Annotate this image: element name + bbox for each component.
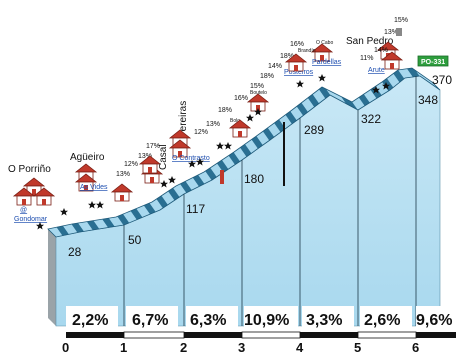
km-label-2: 2 bbox=[180, 340, 187, 354]
profile-face bbox=[55, 75, 441, 327]
ramp-label-12: 18% bbox=[280, 53, 294, 60]
elevation-2: 117 bbox=[186, 202, 205, 216]
elevation-1: 50 bbox=[128, 233, 142, 247]
ramp-label-9: 15% bbox=[250, 83, 264, 90]
km-label-1: 1 bbox=[120, 340, 127, 354]
grade-km1: 2,2% bbox=[72, 312, 108, 329]
km-dividers bbox=[123, 76, 417, 326]
road-sign-label: PO-331 bbox=[421, 59, 445, 66]
place-posteiros[interactable]: Posteiros bbox=[284, 69, 314, 76]
grade-km5: 3,3% bbox=[306, 312, 342, 329]
road-sign-po331: PO-331 bbox=[417, 55, 449, 67]
grade-km6: 2,6% bbox=[364, 312, 400, 329]
ramp-label-16: 13% bbox=[384, 29, 398, 36]
village-agueiro: Agüeiro bbox=[70, 152, 105, 192]
village-san-pedro: San Pedro 11% 14% 13% 15% bbox=[346, 17, 408, 70]
elevation-3: 180 bbox=[244, 172, 264, 186]
elevation-summit: 370 bbox=[432, 73, 452, 87]
gondomar-marker: @ bbox=[20, 207, 27, 214]
place-san-pedro: San Pedro bbox=[346, 36, 394, 47]
grade-km4: 10,9% bbox=[244, 312, 289, 329]
ramp-label-5: 12% bbox=[194, 129, 208, 136]
place-arute[interactable]: Arute bbox=[368, 67, 385, 74]
km-label-6: 6 bbox=[412, 340, 419, 354]
km-scale: 0 1 2 3 4 5 6 bbox=[62, 331, 456, 354]
tower-icon bbox=[396, 28, 402, 36]
village-pereiras: Pereiras Casal 12% 13% bbox=[158, 101, 220, 170]
place-as-vides[interactable]: As Vides bbox=[80, 184, 108, 191]
elevation-4: 289 bbox=[304, 123, 324, 137]
place-boutelo: Boutelo bbox=[250, 90, 267, 96]
place-casal: Casal bbox=[158, 144, 169, 170]
ramp-label-15: 14% bbox=[374, 47, 388, 54]
place-o-cabo: O Cabo bbox=[316, 40, 333, 46]
grade-km3: 6,3% bbox=[190, 312, 226, 329]
ramp-label-6: 13% bbox=[206, 121, 220, 128]
ramp-label-7: 18% bbox=[218, 107, 232, 114]
profile-side bbox=[48, 229, 56, 326]
ramp-label-1: 13% bbox=[116, 171, 130, 178]
place-bolo: Bolo bbox=[230, 118, 240, 124]
ramp-label-8: 16% bbox=[234, 95, 248, 102]
ramp-label-17: 15% bbox=[394, 17, 408, 24]
place-o-contrasto[interactable]: O Contrasto bbox=[172, 155, 210, 162]
grade-final: 9,6% bbox=[416, 312, 452, 329]
village-porrino: O Porriño bbox=[8, 164, 55, 206]
km-label-3: 3 bbox=[238, 340, 245, 354]
elevation-6: 348 bbox=[418, 93, 438, 107]
place-agueiro: Agüeiro bbox=[70, 152, 105, 163]
grade-row: 2,2% 6,7% 6,3% 10,9% 3,3% 2,6% 9,6% bbox=[66, 306, 456, 330]
ramp-label-10: 18% bbox=[260, 73, 274, 80]
ramp-label-11: 14% bbox=[268, 63, 282, 70]
ramp-label-4: 17% bbox=[146, 143, 160, 150]
village-o-cabo: O Cabo bbox=[311, 40, 333, 62]
ramp-label-14: 11% bbox=[360, 55, 374, 62]
km-post bbox=[220, 170, 224, 184]
elevation-5: 322 bbox=[361, 112, 381, 126]
km-label-5: 5 bbox=[354, 340, 361, 354]
ramp-label-2: 12% bbox=[124, 161, 138, 168]
grade-km2: 6,7% bbox=[132, 312, 168, 329]
place-pereiras: Pereiras bbox=[178, 101, 189, 138]
gondomar-link[interactable]: @ Gondomar bbox=[14, 207, 68, 230]
place-porrino: O Porriño bbox=[8, 164, 51, 175]
ramp-label-3: 13% bbox=[138, 153, 152, 160]
elevation-0: 28 bbox=[68, 245, 82, 259]
km-label-4: 4 bbox=[296, 340, 304, 354]
place-gondomar[interactable]: Gondomar bbox=[14, 216, 48, 223]
ramp-label-13: 16% bbox=[290, 41, 304, 48]
km-label-0: 0 bbox=[62, 340, 69, 354]
place-brandin: Brandín bbox=[298, 48, 316, 54]
place-pardellas[interactable]: Pardellas bbox=[312, 59, 342, 66]
